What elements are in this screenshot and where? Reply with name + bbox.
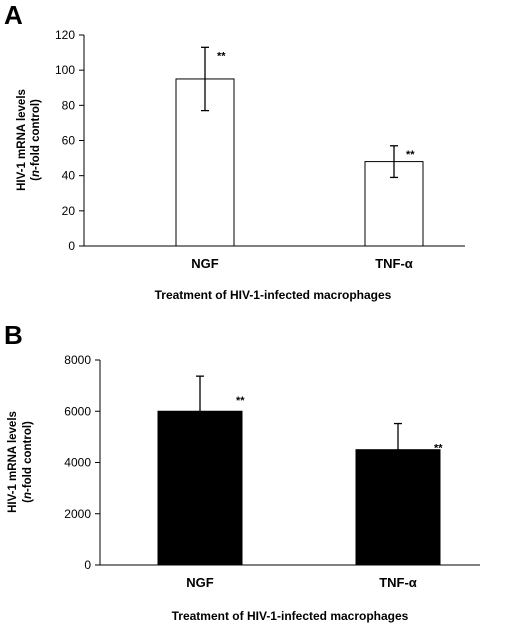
y-axis-title-line2: (n-fold control)	[22, 421, 34, 503]
significance-label: **	[236, 395, 245, 407]
y-tick-label: 20	[62, 204, 76, 218]
y-tick-label: 120	[55, 28, 75, 42]
y-axis-title: HIV-1 mRNA levels (n-fold control)	[7, 411, 34, 513]
axes: 0 2000 4000 6000 8000	[64, 353, 480, 572]
y-tick-label: 0	[84, 558, 91, 572]
x-tick-label: NGF	[186, 575, 214, 590]
y-axis-title: HIV-1 mRNA levels (n-fold control)	[16, 89, 42, 191]
panel-letter: A	[4, 0, 23, 30]
x-tick-label: TNF-α	[379, 575, 417, 590]
y-tick-label: 2000	[64, 507, 91, 521]
y-axis-title-line2: (n-fold control)	[30, 99, 42, 181]
bars: ** NGF ** TNF-α	[157, 375, 443, 590]
y-tick-label: 40	[62, 169, 76, 183]
panel-a: A HIV-1 mRNA levels (n-fold control) 0 20…	[4, 0, 465, 302]
y-tick-label: 4000	[64, 456, 91, 470]
y-tick-label: 60	[62, 134, 76, 148]
y-tick-label: 100	[55, 63, 75, 77]
y-tick-label: 0	[68, 239, 75, 253]
y-tick-label: 80	[62, 98, 76, 112]
y-tick-label: 8000	[64, 353, 91, 367]
axes: 0 20 40 60 80 100 120	[55, 28, 465, 253]
x-tick-label: NGF	[191, 256, 219, 271]
panel-b: B HIV-1 mRNA levels (n-fold control) 0 20…	[4, 320, 480, 623]
significance-label: **	[434, 443, 443, 455]
y-tick-label: 6000	[64, 404, 91, 418]
significance-label: **	[406, 149, 415, 161]
significance-label: **	[217, 50, 226, 62]
y-axis-title-line1: HIV-1 mRNA levels	[7, 411, 19, 513]
x-tick-label: TNF-α	[375, 256, 413, 271]
x-axis-title: Treatment of HIV-1-infected macrophages	[155, 288, 392, 302]
y-axis-title-line1: HIV-1 mRNA levels	[16, 89, 28, 191]
panel-letter: B	[4, 320, 23, 350]
bars: ** NGF ** TNF-α	[175, 46, 424, 271]
x-axis-title: Treatment of HIV-1-infected macrophages	[172, 609, 409, 623]
